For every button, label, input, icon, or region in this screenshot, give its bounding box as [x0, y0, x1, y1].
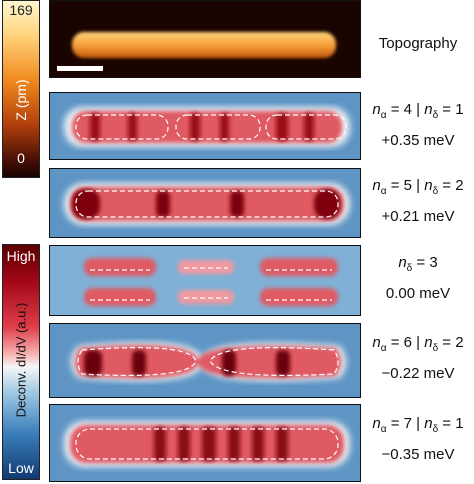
topography-label: Topography — [378, 35, 458, 52]
colorbar-deconv-low: Low — [8, 460, 34, 476]
panel-1-label: nα = 4 | nδ = 1 +0.35 meV — [372, 101, 464, 149]
map-panel-1 — [49, 92, 361, 160]
map-panel-5 — [49, 404, 361, 482]
colorbar-topo-label: Z (pm) — [13, 79, 29, 121]
panel-4-label: nα = 6 | nδ = 2 −0.22 meV — [372, 334, 464, 382]
colorbar-topo-min: 0 — [17, 150, 25, 166]
map-panel-3 — [49, 245, 361, 316]
deconv-colorbar — [2, 244, 40, 480]
scale-bar — [57, 66, 103, 71]
panel-3-label: nδ = 3 0.00 meV — [385, 254, 451, 302]
topography-colorbar — [2, 0, 40, 178]
colorbar-topo-max: 169 — [9, 2, 33, 18]
colorbar-deconv-high: High — [6, 248, 36, 264]
panel-5-label: nα = 7 | nδ = 1 −0.35 meV — [372, 415, 464, 463]
colorbar-deconv-label: Deconv. dI/dV (a.u.) — [13, 302, 29, 418]
map-panel-4 — [49, 323, 361, 398]
map-panel-2 — [49, 168, 361, 238]
topography-image — [49, 0, 361, 78]
panel-2-label: nα = 5 | nδ = 2 +0.21 meV — [372, 177, 464, 225]
